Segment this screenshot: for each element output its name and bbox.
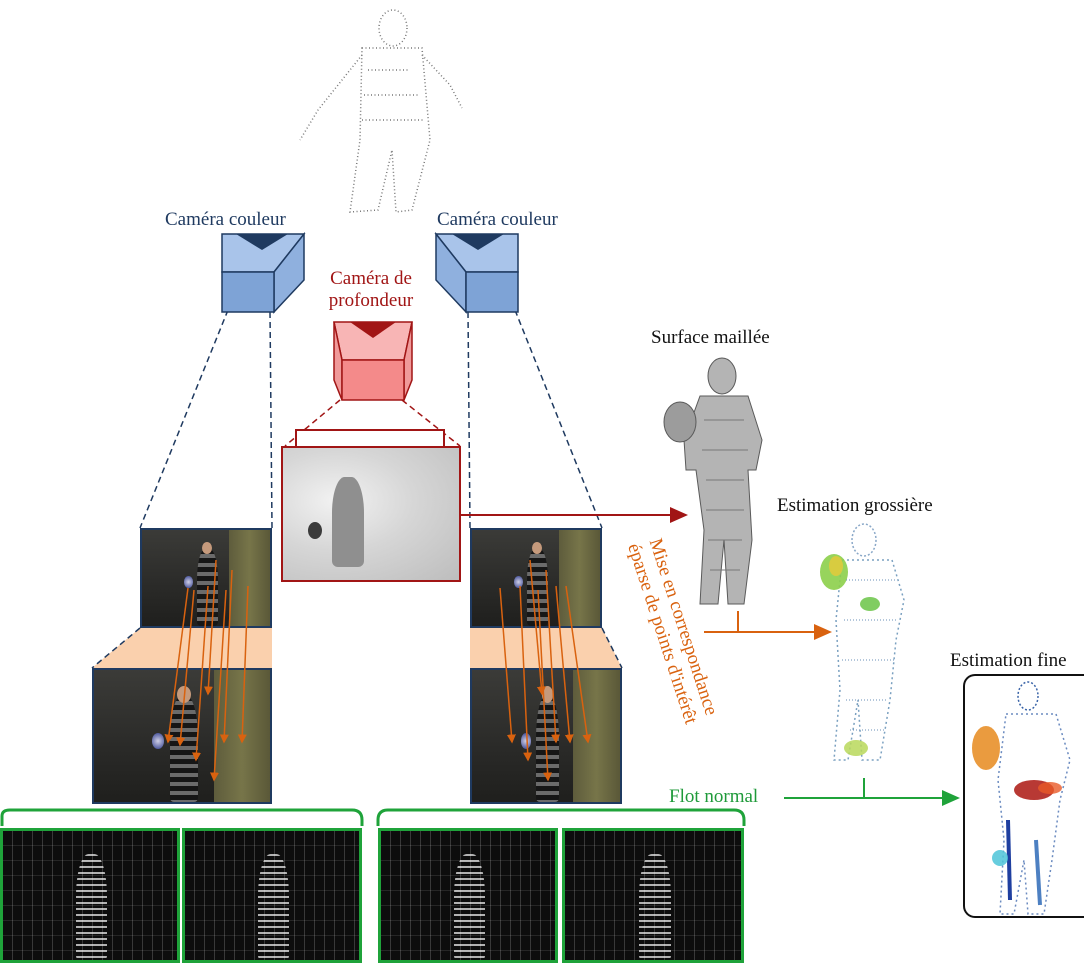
depth-camera-label-line-1: Caméra de — [330, 268, 412, 289]
normal-flow-image-4 — [562, 828, 744, 963]
projection-fill-left — [92, 628, 272, 668]
normal-flow-label: Flot normal — [669, 786, 759, 807]
frustum-line — [91, 627, 141, 669]
color-camera-right-icon — [434, 231, 519, 314]
frustum-line — [284, 399, 341, 447]
arrow-head — [670, 507, 688, 523]
frustum-line — [401, 399, 461, 447]
depth-camera-label-line-2: profondeur — [328, 289, 414, 311]
depth-image — [281, 446, 461, 582]
coarse-estimation-figure — [820, 523, 905, 761]
arrow-head — [814, 624, 832, 640]
normal-flow-image-2 — [182, 828, 362, 963]
normal-flow-image-1 — [0, 828, 180, 963]
normal-flow-brace-left — [0, 808, 364, 826]
normal-flow-brace-right — [376, 808, 746, 826]
coarse-estimation-label: Estimation grossière — [777, 495, 933, 516]
mesh-surface-figure — [663, 357, 763, 605]
color-camera-right-label: Caméra couleur — [437, 209, 558, 230]
color-image-right-small — [470, 528, 602, 628]
frustum-line — [601, 627, 623, 669]
frustum-line — [269, 311, 273, 529]
color-image-right-large — [470, 668, 622, 804]
point-cloud-figure — [299, 9, 463, 213]
color-camera-left-label: Caméra couleur — [165, 209, 286, 230]
projection-fill-right — [470, 628, 622, 668]
fine-estimation-label: Estimation fine — [950, 650, 1067, 671]
color-image-left-small — [140, 528, 272, 628]
fine-estimation-frame — [963, 674, 1084, 918]
frustum-line — [139, 309, 229, 529]
depth-camera-icon — [333, 321, 413, 401]
normal-flow-image-3 — [378, 828, 558, 963]
mesh-surface-label: Surface maillée — [651, 327, 770, 348]
depth-camera-label: Caméra de profondeur — [310, 268, 432, 312]
arrow-head — [942, 790, 960, 806]
frustum-line — [467, 311, 471, 529]
frustum-line — [514, 309, 603, 529]
color-image-left-large — [92, 668, 272, 804]
color-camera-left-icon — [221, 231, 306, 314]
